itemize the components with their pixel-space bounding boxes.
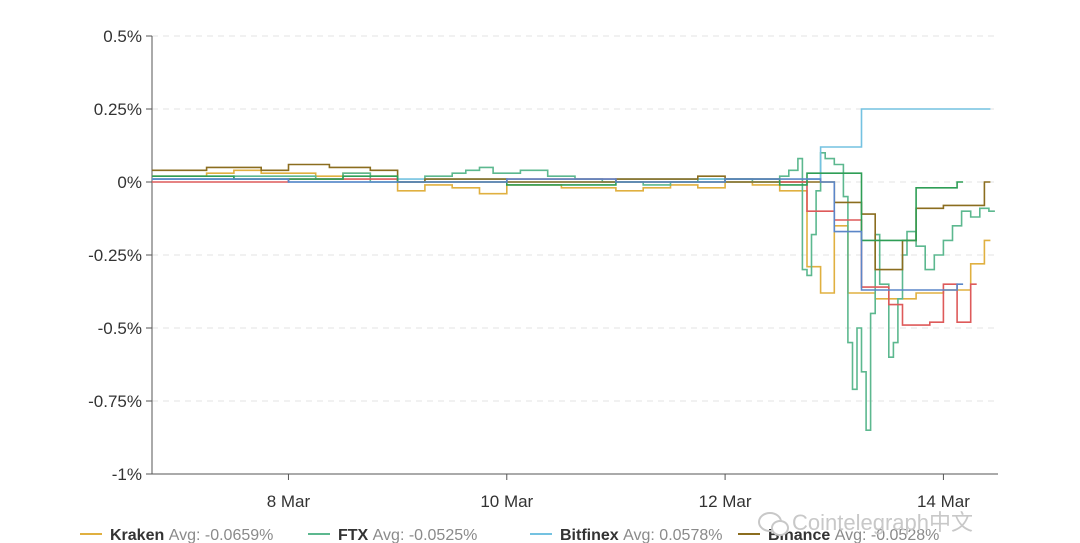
watermark: Cointelegraph中文 bbox=[758, 510, 973, 536]
x-tick-label: 14 Mar bbox=[917, 492, 970, 511]
y-tick-label: -0.5% bbox=[98, 319, 142, 338]
series-line-series-5 bbox=[152, 178, 977, 326]
legend-name-ftx: FTX bbox=[338, 527, 373, 543]
legend-item-kraken: Kraken Avg: -0.0659% bbox=[80, 527, 273, 543]
legend-item-ftx: FTX Avg: -0.0525% bbox=[308, 527, 477, 543]
axes: 0.5% 0.25% 0% -0.25% -0.5% -0.75% -1% 8 Mar 10 M… bbox=[88, 27, 998, 511]
legend-item-bitfinex: Bitfinex Avg: 0.0578% bbox=[530, 527, 722, 543]
legend-label-bitfinex: Bitfinex Avg: 0.0578% bbox=[560, 527, 722, 543]
legend-avg-binance: Avg: -0.0528% bbox=[835, 527, 940, 543]
x-tick-label: 10 Mar bbox=[480, 492, 533, 511]
legend-avg-ftx: Avg: -0.0525% bbox=[373, 527, 478, 543]
y-tick-label: 0.25% bbox=[94, 100, 142, 119]
x-tick-label: 12 Mar bbox=[699, 492, 752, 511]
wechat-icon bbox=[758, 512, 789, 536]
legend-label-binance: Binance Avg: -0.0528% bbox=[768, 527, 939, 543]
legend: Kraken Avg: -0.0659% FTX Avg: -0.0525% Bit… bbox=[80, 527, 939, 543]
series-line-binance bbox=[152, 163, 991, 271]
y-tick-label: -0.25% bbox=[88, 246, 142, 265]
series-line-kraken bbox=[152, 169, 991, 300]
legend-avg-bitfinex: Avg: 0.0578% bbox=[623, 527, 722, 543]
series-lines bbox=[152, 108, 995, 431]
legend-item-binance: Binance Avg: -0.0528% bbox=[738, 527, 939, 543]
legend-label-ftx: FTX Avg: -0.0525% bbox=[338, 527, 477, 543]
legend-name-kraken: Kraken bbox=[110, 527, 169, 543]
x-tick-label: 8 Mar bbox=[267, 492, 311, 511]
y-tick-label: 0.5% bbox=[103, 27, 142, 46]
series-line-series-7 bbox=[152, 178, 964, 291]
legend-name-bitfinex: Bitfinex bbox=[560, 527, 623, 543]
watermark-text: Cointelegraph中文 bbox=[792, 510, 973, 535]
series-line-series-6 bbox=[152, 172, 964, 242]
legend-avg-kraken: Avg: -0.0659% bbox=[169, 527, 274, 543]
legend-label-kraken: Kraken Avg: -0.0659% bbox=[110, 527, 273, 543]
y-tick-label: 0% bbox=[117, 173, 142, 192]
series-line-ftx bbox=[152, 152, 995, 431]
y-tick-label: -0.75% bbox=[88, 392, 142, 411]
y-tick-label: -1% bbox=[112, 465, 142, 484]
